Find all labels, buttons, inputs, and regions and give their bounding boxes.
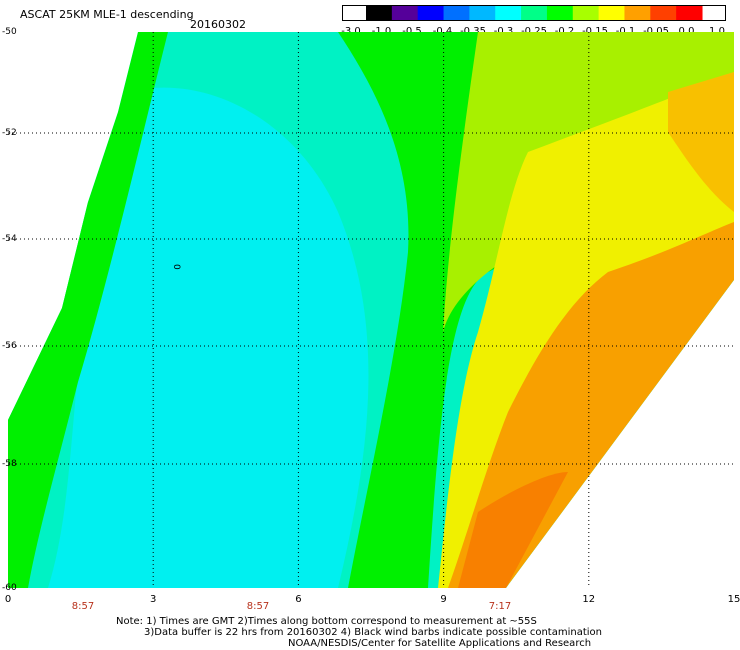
latitude-label: -60 [2, 583, 17, 593]
colorbar-segment [676, 6, 703, 20]
colorbar-label: -3.0 [341, 26, 361, 37]
longitude-label: 6 [295, 594, 302, 605]
latitude-label: -52 [2, 128, 17, 138]
field-texture [8, 32, 734, 588]
colorbar-label: -1.0 [371, 26, 392, 37]
colorbar-segment [650, 6, 677, 20]
colorbar-label: 1.0 [709, 26, 725, 37]
colorbar-segment [521, 6, 548, 20]
longitude-label: 3 [150, 594, 157, 605]
latitude-label: -56 [2, 341, 17, 351]
field-green-left [8, 32, 168, 588]
colorbar-segment [417, 6, 445, 20]
contour-label: 0 [171, 264, 181, 270]
colorbar-label: 0.0 [678, 26, 695, 37]
colorbar-label: -0.1 [615, 26, 636, 37]
colorbar-segment [598, 6, 625, 20]
field-cyan-core [48, 87, 369, 588]
time-label: 8:57 [71, 601, 95, 612]
colorbar-segment [546, 6, 574, 20]
swath-map: 0 [8, 32, 734, 588]
longitude-label: 12 [582, 594, 596, 605]
field-orange-north [668, 72, 734, 212]
field-dark-orange [458, 472, 568, 588]
note-line-1: Note: 1) Times are GMT 2)Times along bot… [116, 616, 537, 627]
longitude-label: 9 [440, 594, 447, 605]
colorbar-label: -0.15 [582, 26, 608, 37]
colorbar-label: -0.2 [554, 26, 575, 37]
colorbar-label: -0.05 [643, 26, 669, 37]
colorbar-label: -0.3 [493, 26, 514, 37]
colorbar-label: -0.4 [432, 26, 453, 37]
colorbar-segment [624, 6, 651, 20]
latitude-label: -50 [2, 27, 17, 37]
colorbar-segment [391, 6, 419, 20]
colorbar [342, 5, 726, 21]
colorbar-segment [572, 6, 600, 20]
graticule [8, 32, 734, 588]
longitude-label: 0 [4, 594, 12, 605]
colorbar-label: -0.25 [521, 26, 547, 37]
latitude-label: -58 [2, 459, 17, 469]
time-label: 8:57 [246, 601, 270, 612]
colorbar-segment [495, 6, 522, 20]
colorbar-label: -0.5 [402, 26, 422, 37]
product-date: 20160302 [190, 18, 246, 31]
longitude-label: 15 [727, 594, 740, 605]
colorbar-segment [469, 6, 496, 20]
time-label: 7:17 [488, 601, 512, 612]
colorbar-label: -0.35 [460, 26, 486, 37]
latitude-label: -54 [2, 234, 17, 244]
note-line-3: NOAA/NESDIS/Center for Satellite Applica… [288, 638, 592, 649]
note-line-2: 3)Data buffer is 22 hrs from 20160302 4)… [144, 627, 602, 638]
colorbar-segment [443, 6, 470, 20]
product-title: ASCAT 25KM MLE-1 descending [20, 8, 194, 21]
colorbar-segment [366, 6, 393, 20]
swath-field [8, 32, 734, 588]
